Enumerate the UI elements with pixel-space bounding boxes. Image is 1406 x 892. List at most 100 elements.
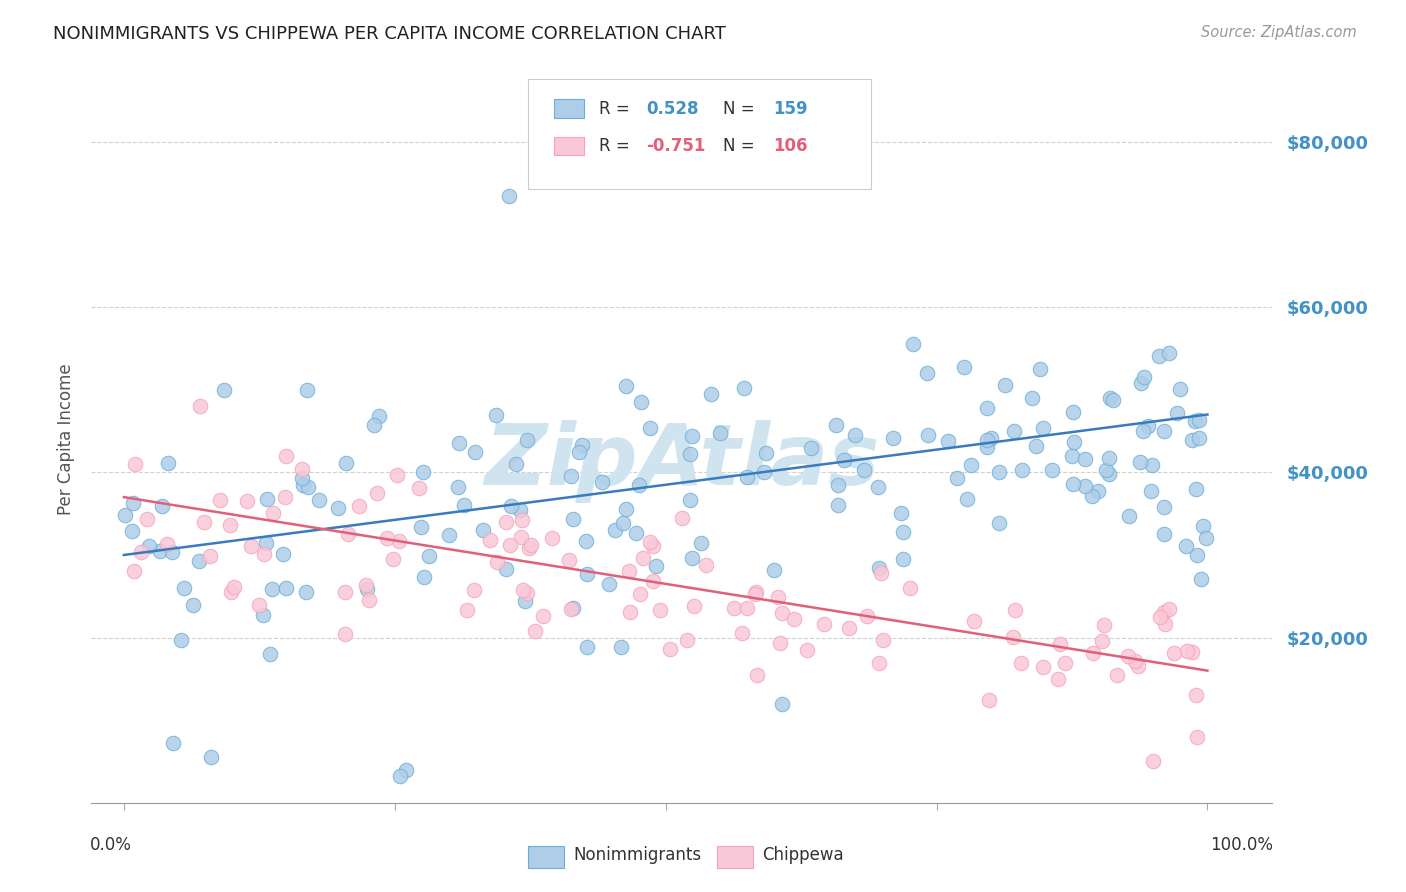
- Point: [614, 502, 637, 516]
- Point: [1032, 659, 1054, 673]
- Point: [1163, 647, 1185, 661]
- Point: [562, 601, 585, 615]
- Point: [1188, 431, 1211, 445]
- Point: [882, 431, 904, 445]
- Point: [619, 605, 641, 619]
- Point: [495, 515, 517, 529]
- Point: [181, 598, 204, 612]
- Point: [114, 508, 136, 522]
- Point: [516, 433, 538, 447]
- Point: [695, 558, 717, 572]
- Text: 0.0%: 0.0%: [90, 836, 132, 854]
- Point: [512, 583, 534, 598]
- Point: [1157, 601, 1180, 615]
- Point: [988, 516, 1011, 530]
- Point: [1116, 649, 1139, 664]
- Point: [1099, 391, 1122, 405]
- Point: [173, 582, 195, 596]
- Point: [510, 530, 533, 544]
- Point: [335, 456, 357, 470]
- Point: [571, 438, 593, 452]
- Point: [1118, 508, 1140, 523]
- Point: [560, 602, 582, 616]
- Point: [385, 467, 408, 482]
- Point: [1181, 645, 1204, 659]
- Point: [1011, 463, 1033, 477]
- Point: [676, 633, 699, 648]
- Point: [762, 563, 785, 577]
- Point: [745, 585, 768, 599]
- Point: [755, 446, 778, 460]
- Point: [541, 531, 564, 545]
- Point: [262, 582, 284, 596]
- Point: [326, 501, 349, 516]
- Point: [631, 551, 654, 566]
- Point: [1049, 636, 1071, 650]
- Point: [979, 693, 1001, 707]
- Point: [382, 552, 405, 566]
- Point: [1087, 483, 1109, 498]
- Point: [499, 500, 522, 514]
- Point: [628, 587, 651, 601]
- Point: [498, 188, 520, 202]
- Point: [681, 551, 703, 566]
- Point: [1185, 548, 1208, 562]
- Point: [121, 496, 143, 510]
- Text: N =: N =: [723, 100, 761, 118]
- Point: [690, 535, 713, 549]
- Point: [136, 512, 159, 526]
- FancyBboxPatch shape: [717, 847, 752, 868]
- Text: NONIMMIGRANTS VS CHIPPEWA PER CAPITA INCOME CORRELATION CHART: NONIMMIGRANTS VS CHIPPEWA PER CAPITA INC…: [53, 25, 727, 43]
- Point: [388, 534, 411, 549]
- Point: [439, 528, 461, 542]
- Point: [295, 384, 318, 398]
- Text: R =: R =: [599, 137, 636, 155]
- Point: [150, 499, 173, 513]
- Point: [463, 582, 485, 597]
- FancyBboxPatch shape: [554, 99, 583, 118]
- Point: [218, 517, 240, 532]
- Text: R =: R =: [599, 100, 636, 118]
- Point: [1188, 413, 1211, 427]
- Point: [770, 607, 793, 621]
- Point: [235, 494, 257, 508]
- Point: [915, 367, 938, 381]
- Point: [418, 549, 440, 564]
- Point: [603, 524, 626, 538]
- Y-axis label: Per Capita Income: Per Capita Income: [56, 364, 75, 515]
- FancyBboxPatch shape: [554, 137, 583, 155]
- Point: [1174, 539, 1197, 553]
- Point: [520, 538, 543, 552]
- Point: [1129, 455, 1152, 469]
- Point: [247, 598, 270, 612]
- Point: [1054, 656, 1077, 670]
- Point: [825, 417, 848, 432]
- Point: [170, 633, 193, 648]
- Point: [963, 615, 986, 629]
- Point: [644, 559, 666, 574]
- Point: [1153, 606, 1175, 620]
- Point: [412, 570, 434, 584]
- Point: [256, 491, 278, 506]
- Point: [890, 506, 912, 520]
- Point: [1180, 434, 1202, 448]
- Point: [188, 399, 211, 413]
- Point: [366, 486, 388, 500]
- Point: [558, 552, 581, 566]
- Point: [187, 553, 209, 567]
- Point: [1195, 531, 1218, 545]
- Text: 0.528: 0.528: [647, 100, 699, 118]
- Point: [976, 401, 998, 416]
- Text: ZipAtlas: ZipAtlas: [484, 419, 880, 502]
- Point: [1136, 419, 1159, 434]
- Point: [1029, 361, 1052, 376]
- Point: [1133, 370, 1156, 384]
- Point: [638, 534, 661, 549]
- Point: [531, 609, 554, 624]
- Point: [733, 381, 755, 395]
- Point: [1074, 479, 1097, 493]
- Point: [291, 471, 314, 485]
- Point: [149, 543, 172, 558]
- Point: [259, 647, 281, 661]
- Point: [735, 601, 758, 615]
